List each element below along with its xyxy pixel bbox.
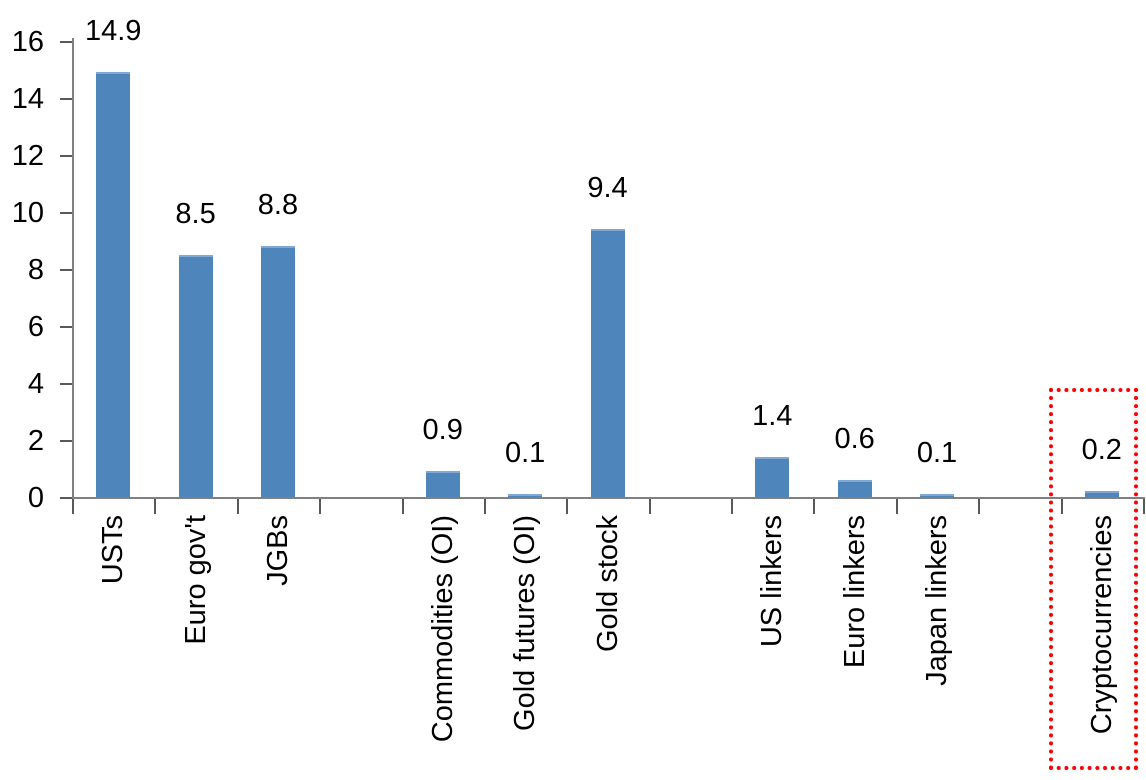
x-axis-tick (72, 499, 74, 514)
y-axis-tick-label: 6 (27, 311, 44, 343)
bar-value-label: 0.6 (834, 422, 875, 455)
bar (508, 494, 543, 497)
category-label: Euro linkers (838, 515, 871, 669)
bar-value-label: 0.2 (1081, 434, 1122, 467)
category-label: Gold futures (OI) (509, 515, 542, 731)
bar (755, 457, 790, 497)
y-axis-tick (60, 383, 72, 385)
y-axis-tick (60, 155, 72, 157)
y-axis-tick-label: 14 (11, 83, 44, 115)
y-axis-tick (60, 41, 72, 43)
y-axis-tick (60, 212, 72, 214)
category-label: Commodities (OI) (426, 515, 459, 743)
y-axis-tick (60, 497, 72, 499)
x-axis-tick (1143, 499, 1145, 514)
bar-value-label: 0.1 (504, 437, 546, 469)
x-axis-tick (731, 499, 734, 514)
x-axis-tick (401, 499, 404, 514)
y-axis-tick (60, 326, 72, 328)
bar-value-label: 9.4 (587, 172, 628, 205)
category-label: Gold stock (591, 515, 624, 652)
y-axis-tick (60, 98, 72, 100)
y-axis-tick-label: 2 (27, 425, 44, 457)
x-axis-tick (566, 499, 569, 514)
bar (1084, 491, 1119, 497)
bar-value-label: 14.9 (84, 15, 142, 48)
y-axis-tick-label: 8 (27, 254, 44, 286)
bar (260, 246, 295, 497)
x-axis-tick (1060, 499, 1063, 514)
bar-value-label: 8.8 (257, 189, 299, 222)
y-axis-tick (60, 440, 72, 442)
x-axis-tick (483, 499, 486, 514)
category-label: Euro gov't (179, 515, 212, 645)
bar (590, 229, 625, 497)
y-axis-tick-label: 12 (11, 140, 44, 172)
y-axis-tick-label: 10 (11, 197, 44, 229)
y-axis-tick-label: 0 (27, 482, 44, 514)
y-axis-tick (60, 269, 72, 271)
bar (425, 471, 460, 497)
category-label: USTs (97, 515, 130, 585)
x-axis-tick (154, 499, 157, 514)
bar (920, 494, 955, 497)
y-axis-line (72, 38, 74, 499)
x-axis-tick (978, 499, 981, 514)
x-axis-tick (319, 499, 322, 514)
bar-value-label: 1.4 (752, 400, 793, 433)
x-axis-tick (813, 499, 816, 514)
bar (837, 479, 872, 497)
x-axis-tick (648, 499, 651, 514)
highlight-box (1048, 388, 1138, 770)
category-label: Japan linkers (921, 515, 954, 686)
bar-value-label: 8.5 (175, 197, 216, 230)
x-axis-tick (895, 499, 898, 514)
bar-value-label: 0.1 (916, 437, 958, 469)
category-label: US linkers (756, 515, 789, 648)
bar (96, 72, 131, 497)
bar (178, 254, 213, 497)
y-axis-tick-label: 16 (11, 26, 44, 58)
category-label: JGBs (261, 515, 294, 586)
y-axis-tick-label: 4 (27, 368, 44, 400)
x-axis-tick (236, 499, 239, 514)
bar-value-label: 0.9 (422, 414, 463, 447)
x-axis-line (72, 497, 1145, 499)
